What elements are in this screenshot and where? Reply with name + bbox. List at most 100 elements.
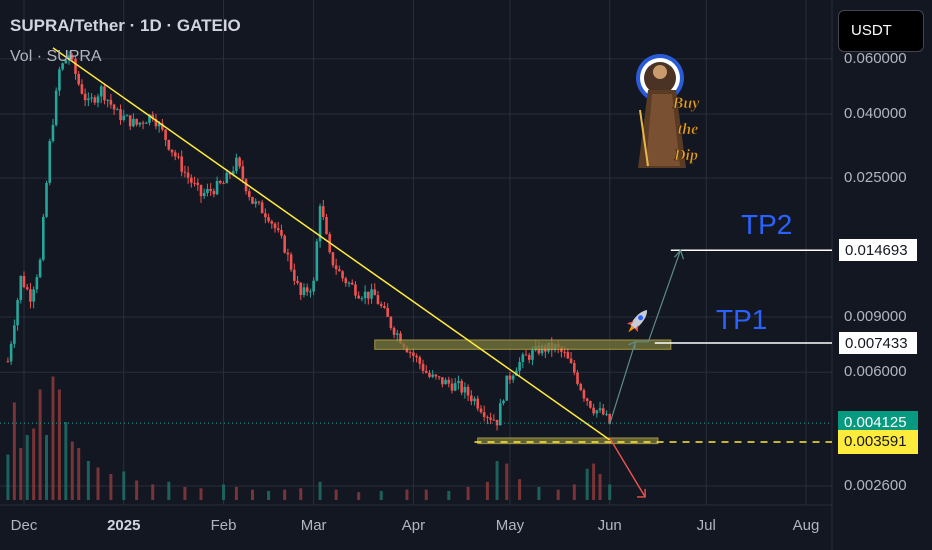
candle-body xyxy=(13,325,16,344)
candle-body xyxy=(83,93,87,101)
candle-body xyxy=(505,375,509,401)
candle-body xyxy=(318,206,322,242)
currency-button[interactable]: USDT xyxy=(838,10,924,52)
candle-body xyxy=(16,300,19,326)
candle-body xyxy=(25,287,29,290)
candle-body xyxy=(360,298,364,300)
volume-bar xyxy=(96,467,100,500)
volume-bar xyxy=(608,484,612,500)
candle-body xyxy=(251,196,254,204)
candle-body xyxy=(219,181,222,184)
volume-bar xyxy=(64,422,68,500)
volume-bar xyxy=(357,492,361,500)
candle-body xyxy=(186,172,190,178)
candle-body xyxy=(350,282,354,285)
candle-body xyxy=(125,115,129,117)
candle-body xyxy=(87,98,90,101)
candle-body xyxy=(190,177,193,183)
candle-body xyxy=(196,182,200,185)
candle-body xyxy=(173,152,177,157)
candle-body xyxy=(67,55,71,61)
candle-body xyxy=(93,97,97,103)
candle-body xyxy=(463,386,467,393)
price-tick-label: 0.025000 xyxy=(844,168,907,186)
candle-body xyxy=(183,171,187,173)
price-tag-tp2: 0.014693 xyxy=(838,238,918,263)
candle-body xyxy=(592,407,595,414)
volume-bar xyxy=(167,481,171,500)
candle-body xyxy=(109,99,113,105)
candle-body xyxy=(450,383,454,391)
volume-bar xyxy=(222,484,226,500)
candle-body xyxy=(283,235,286,253)
candle-body xyxy=(74,58,77,74)
volume-bar xyxy=(38,389,42,500)
projection-up-path xyxy=(609,250,682,425)
candle-body xyxy=(141,122,145,124)
volume-bar xyxy=(379,490,383,500)
volume-bar xyxy=(556,489,560,500)
candle-body xyxy=(247,191,251,197)
candle-body xyxy=(199,184,203,197)
candle-body xyxy=(434,374,438,377)
candle-body xyxy=(42,216,45,260)
candle-body xyxy=(431,374,434,377)
candle-body xyxy=(209,188,212,191)
candle-body xyxy=(286,252,290,255)
candle-body xyxy=(228,172,232,175)
time-tick-label: Feb xyxy=(210,517,237,534)
candle-body xyxy=(363,291,367,299)
volume-bar xyxy=(267,490,271,500)
candle-body xyxy=(373,289,377,296)
volume-bar xyxy=(592,463,596,500)
volume-bar xyxy=(86,461,90,500)
volume-bar xyxy=(283,489,287,500)
candle-body xyxy=(206,188,209,194)
candle-body xyxy=(502,400,505,404)
candle-body xyxy=(309,291,312,293)
projection-up-arrowhead-mid xyxy=(628,340,637,350)
candle-body xyxy=(418,357,422,364)
time-tick-label: Apr xyxy=(401,517,426,534)
candle-body xyxy=(338,269,341,272)
candle-body xyxy=(212,190,216,195)
volume-bar xyxy=(122,471,126,500)
candle-body xyxy=(61,63,64,70)
candle-body xyxy=(35,277,39,290)
price-tick-label: 0.006000 xyxy=(844,363,907,381)
dashed-level-tag: 0.003591 xyxy=(838,430,918,455)
candle-body xyxy=(498,403,502,426)
candle-body xyxy=(231,171,235,175)
candle-body xyxy=(315,241,319,281)
volume-bar xyxy=(109,474,113,500)
candle-body xyxy=(254,201,258,204)
candle-body xyxy=(64,60,68,64)
candle-body xyxy=(235,157,238,172)
candle-body xyxy=(9,343,13,362)
candle-body xyxy=(341,271,344,279)
label-tp1: TP1 xyxy=(716,303,768,335)
candle-body xyxy=(270,221,274,224)
candle-body xyxy=(267,217,270,222)
candle-body xyxy=(576,372,579,384)
candle-body xyxy=(376,295,380,305)
candle-body xyxy=(354,284,357,296)
candle-body xyxy=(260,202,264,214)
volume-bar xyxy=(424,489,428,500)
candle-body xyxy=(276,228,280,230)
time-tick-label: Mar xyxy=(300,517,327,534)
candle-body xyxy=(473,398,476,402)
symbol-title[interactable]: SUPRA/Tether · 1D · GATEIO xyxy=(10,16,241,35)
candle-body xyxy=(389,316,393,328)
time-tick-label: Jun xyxy=(597,517,622,534)
price-tick-label: 0.002600 xyxy=(844,477,907,494)
projection-down-arrowhead xyxy=(637,488,646,498)
candle-body xyxy=(244,179,248,192)
candle-body xyxy=(302,287,306,295)
volume-legend[interactable]: Vol · SUPRA xyxy=(10,48,102,65)
resistance-zone xyxy=(374,339,672,350)
volume-bar xyxy=(405,489,409,500)
candle-body xyxy=(453,383,457,391)
